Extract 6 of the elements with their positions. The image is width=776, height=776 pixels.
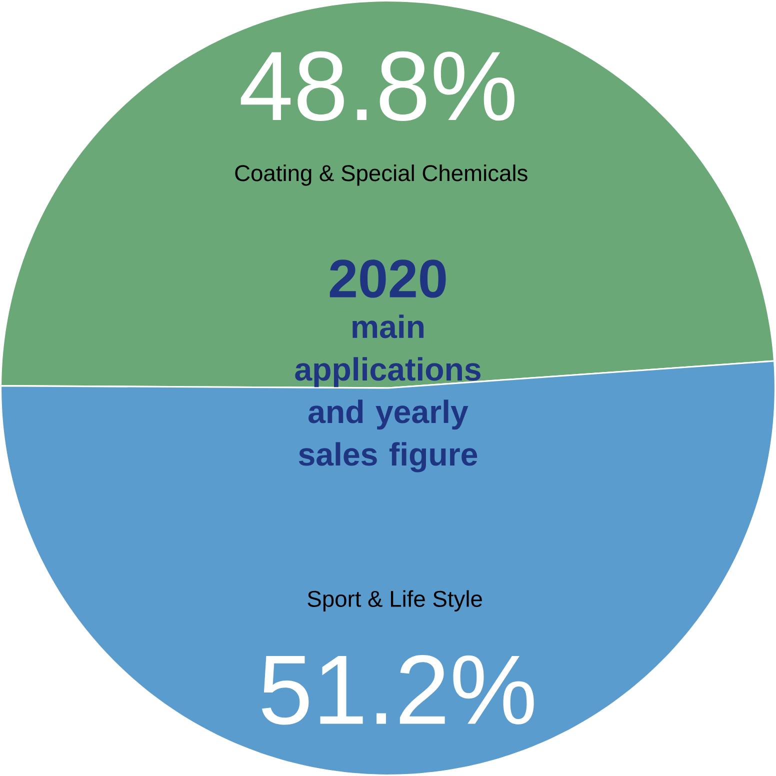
- slice-label: Coating & Special Chemicals: [235, 164, 528, 186]
- data-label: 51.2%: [262, 655, 534, 725]
- text: main applications and yearly sales figure: [295, 314, 480, 472]
- slice-label: Sport & Life Style: [308, 590, 482, 612]
- data-label: 48.8%: [240, 51, 514, 121]
- text: 2020: [330, 260, 446, 298]
